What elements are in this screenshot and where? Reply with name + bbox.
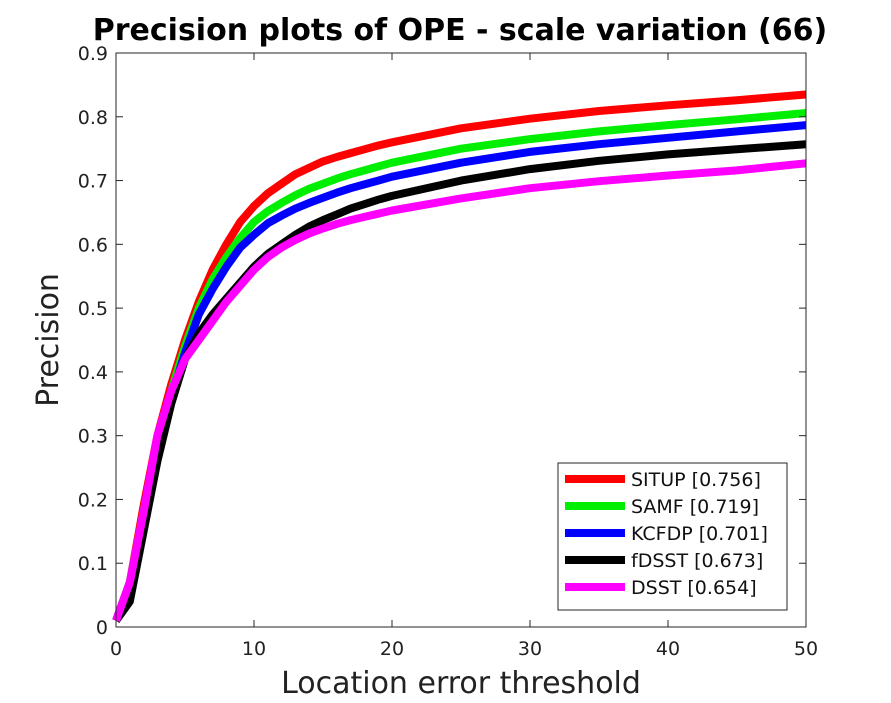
y-tick-label: 0.4 [78, 362, 108, 384]
legend-label-samf: SAMF [0.719] [631, 496, 759, 518]
y-axis-label: Precision [31, 273, 66, 407]
y-tick-label: 0 [96, 617, 108, 639]
y-tick-label: 0.8 [78, 107, 108, 129]
y-tick-label: 0.6 [78, 234, 108, 256]
tick-layer: 0 10 20 30 40 50 0 0.1 0.2 0.3 0.4 0.5 0.6 0.7 0.8 0.9 [78, 43, 818, 660]
legend-label-situp: SITUP [0.756] [631, 469, 761, 491]
x-tick-label: 40 [656, 638, 680, 660]
x-axis-label: Location error threshold [281, 666, 641, 701]
x-tick-label: 20 [380, 638, 404, 660]
x-tick-label: 0 [110, 638, 122, 660]
y-tick-label: 0.9 [78, 43, 108, 65]
x-tick-label: 10 [242, 638, 266, 660]
y-tick-label: 0.5 [78, 298, 108, 320]
y-tick-label: 0.1 [78, 553, 108, 575]
legend-label-dsst: DSST [0.654] [631, 577, 757, 599]
x-tick-label: 50 [794, 638, 818, 660]
plot-frame [115, 52, 807, 628]
series-line-dsst [112, 159, 807, 622]
y-tick-label: 0.3 [78, 426, 108, 448]
y-tick-label: 0.7 [78, 171, 108, 193]
chart-title: Precision plots of OPE - scale variation… [93, 13, 827, 48]
series-layer [112, 90, 807, 623]
legend-label-fdsst: fDSST [0.673] [631, 550, 763, 572]
y-tick-label: 0.2 [78, 489, 108, 511]
legend-label-kcfdp: KCFDP [0.701] [631, 523, 768, 545]
x-tick-label: 30 [518, 638, 542, 660]
legend: SITUP [0.756] SAMF [0.719] KCFDP [0.701] fD… [557, 462, 788, 611]
